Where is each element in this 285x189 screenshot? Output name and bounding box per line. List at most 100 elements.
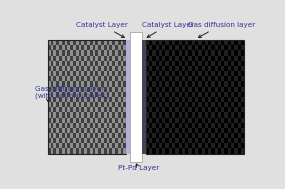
Bar <box>87 45 90 50</box>
Bar <box>175 61 179 66</box>
Bar <box>225 123 228 128</box>
Bar <box>115 143 118 149</box>
Bar <box>62 107 65 112</box>
Bar <box>104 123 107 128</box>
Bar <box>123 97 126 102</box>
Bar <box>84 56 87 61</box>
Bar <box>188 97 192 102</box>
Bar <box>238 97 241 102</box>
Bar <box>218 87 221 92</box>
Bar <box>56 102 59 107</box>
Bar <box>59 97 62 102</box>
Bar <box>175 107 179 112</box>
Bar <box>159 102 162 107</box>
Bar <box>238 112 241 118</box>
Bar <box>201 143 205 149</box>
Bar <box>169 143 172 149</box>
Bar <box>87 97 90 102</box>
Bar <box>166 92 169 97</box>
Bar <box>221 138 225 143</box>
Bar <box>50 149 53 154</box>
Bar <box>195 143 198 149</box>
Bar <box>62 40 65 45</box>
Bar <box>195 123 198 128</box>
Bar <box>166 143 169 149</box>
Bar <box>241 107 244 112</box>
Bar <box>53 112 56 118</box>
Bar <box>123 92 126 97</box>
Bar <box>118 76 121 81</box>
Bar <box>118 45 121 50</box>
Bar <box>62 45 65 50</box>
Bar <box>123 138 126 143</box>
Bar <box>231 107 234 112</box>
Bar <box>149 118 152 123</box>
Bar <box>152 112 156 118</box>
Bar <box>76 45 79 50</box>
Bar <box>115 133 118 138</box>
Bar <box>98 97 101 102</box>
Bar <box>198 66 201 71</box>
Bar <box>109 138 112 143</box>
Bar <box>162 66 166 71</box>
Bar <box>93 56 95 61</box>
Bar <box>205 92 208 97</box>
Bar <box>76 56 79 61</box>
Bar <box>82 133 84 138</box>
Bar <box>93 138 95 143</box>
Bar <box>101 118 104 123</box>
Bar <box>98 40 101 45</box>
Bar <box>146 45 149 50</box>
Bar <box>65 128 67 133</box>
Bar <box>179 45 182 50</box>
Bar <box>50 97 53 102</box>
Bar <box>211 92 215 97</box>
Bar <box>98 123 101 128</box>
Bar <box>179 71 182 76</box>
Bar <box>79 102 82 107</box>
Bar <box>48 76 50 81</box>
Bar <box>118 118 121 123</box>
Bar <box>65 102 67 107</box>
Bar <box>175 102 179 107</box>
Bar <box>50 76 53 81</box>
Bar <box>221 81 225 87</box>
Bar <box>228 45 231 50</box>
Bar <box>146 40 149 45</box>
Bar <box>53 66 56 71</box>
Bar <box>59 107 62 112</box>
Bar <box>107 76 109 81</box>
Bar <box>166 66 169 71</box>
Bar <box>166 71 169 76</box>
Bar <box>50 71 53 76</box>
Bar <box>79 128 82 133</box>
Bar <box>241 133 244 138</box>
Bar <box>231 61 234 66</box>
Bar <box>70 76 73 81</box>
Bar <box>62 87 65 92</box>
Bar <box>98 143 101 149</box>
Bar <box>65 87 67 92</box>
Bar <box>169 56 172 61</box>
Bar <box>82 50 84 56</box>
Bar <box>67 71 70 76</box>
Bar <box>156 138 159 143</box>
Bar <box>79 61 82 66</box>
Bar <box>93 92 95 97</box>
Bar <box>121 50 123 56</box>
Bar <box>115 56 118 61</box>
Bar <box>76 118 79 123</box>
Bar <box>238 149 241 154</box>
Bar <box>76 138 79 143</box>
Bar <box>211 50 215 56</box>
Bar <box>182 149 185 154</box>
Bar <box>215 112 218 118</box>
Bar <box>192 92 195 97</box>
Bar <box>149 71 152 76</box>
Bar <box>152 138 156 143</box>
Bar <box>67 45 70 50</box>
Bar <box>166 123 169 128</box>
Bar <box>109 66 112 71</box>
Bar <box>169 45 172 50</box>
Bar <box>101 107 104 112</box>
